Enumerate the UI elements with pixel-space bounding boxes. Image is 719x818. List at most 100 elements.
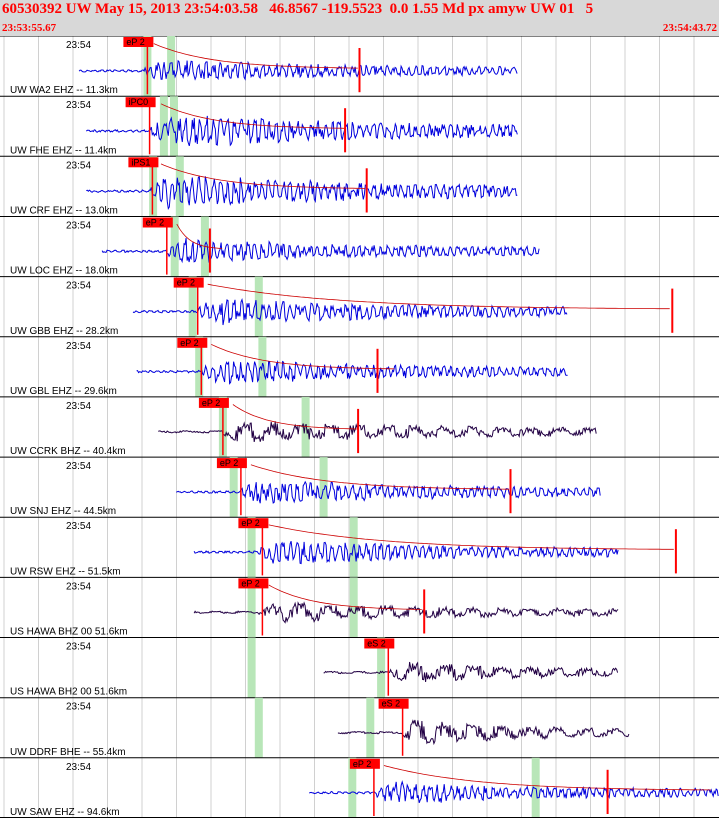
time-label: 23:54 bbox=[66, 581, 91, 592]
channel-label: UW DDRF BHE -- 55.4km bbox=[10, 747, 126, 758]
pick-label: eP 2 bbox=[126, 37, 144, 47]
channel-label: UW GBL EHZ -- 29.6km bbox=[10, 386, 117, 397]
time-label: 23:54 bbox=[66, 100, 91, 111]
time-window bbox=[349, 577, 358, 638]
pick-label: eP 2 bbox=[202, 398, 220, 408]
coda-curve bbox=[160, 163, 365, 189]
seismogram-plot: eP 2 23:54 UW WA2 EHZ -- 11.3km iPC0 23:54 UW… bbox=[0, 36, 719, 818]
time-label: 23:54 bbox=[66, 221, 91, 232]
pick-label: iPS1 bbox=[131, 157, 150, 167]
pick-label-box bbox=[123, 37, 154, 47]
pick-label: eP 2 bbox=[241, 578, 259, 588]
time-window bbox=[170, 96, 178, 157]
pick-label: eP 2 bbox=[241, 518, 259, 528]
pick-label: eS 2 bbox=[382, 699, 401, 709]
event-title: 60530392 UW May 15, 2013 23:54:03.58 46.… bbox=[2, 1, 594, 17]
time-label: 23:54 bbox=[66, 642, 91, 653]
time-label: 23:54 bbox=[66, 702, 91, 713]
waveform bbox=[337, 719, 630, 746]
waveform bbox=[193, 601, 619, 624]
time-window bbox=[195, 336, 204, 397]
channel-label: UW RSW EHZ -- 51.5km bbox=[10, 566, 121, 577]
time-label: 23:54 bbox=[66, 341, 91, 352]
channel-label: UW SNJ EHZ -- 44.5km bbox=[10, 506, 116, 517]
pick-label: eP 2 bbox=[353, 759, 371, 769]
waveform bbox=[86, 175, 518, 211]
event-header: 60530392 UW May 15, 2013 23:54:03.58 46.… bbox=[0, 0, 719, 36]
time-window bbox=[301, 396, 310, 458]
time-window bbox=[188, 276, 197, 337]
time-window bbox=[348, 757, 357, 818]
channel-label: UW LOC EHZ -- 18.0km bbox=[10, 266, 118, 277]
channel-label: US HAWA BHZ 00 51.6km bbox=[10, 627, 128, 638]
pick-label-box bbox=[238, 578, 269, 589]
time-label: 23:54 bbox=[66, 762, 91, 773]
seismogram-svg: eP 2 23:54 UW WA2 EHZ -- 11.3km iPC0 23:54 UW… bbox=[0, 36, 719, 818]
time-window bbox=[170, 216, 179, 277]
waveform bbox=[176, 480, 601, 504]
pick-label: eP 2 bbox=[180, 338, 198, 348]
pick-label-box bbox=[238, 518, 269, 529]
coda-curve bbox=[153, 43, 358, 69]
pick-label: eP 2 bbox=[146, 218, 164, 228]
pick-label: eP 2 bbox=[220, 458, 238, 468]
coda-curve bbox=[232, 404, 359, 430]
pick-label-box bbox=[198, 397, 229, 408]
channel-label: UW SAW EHZ -- 94.6km bbox=[10, 807, 120, 818]
time-label: 23:54 bbox=[66, 521, 91, 532]
pick-label: eP 2 bbox=[177, 278, 195, 288]
time-window bbox=[349, 517, 358, 578]
coda-curve bbox=[250, 464, 509, 490]
time-window bbox=[254, 276, 263, 337]
pick-label: eS 2 bbox=[367, 639, 386, 649]
time-window bbox=[229, 457, 238, 518]
coda-curve bbox=[211, 344, 395, 370]
coda-curve bbox=[176, 223, 222, 249]
channel-label: UW CCRK BHZ -- 40.4km bbox=[10, 446, 126, 457]
time-label: 23:54 bbox=[66, 401, 91, 412]
end-time: 23:54:43.72 bbox=[662, 22, 717, 34]
time-window bbox=[247, 517, 256, 578]
waveform bbox=[193, 541, 619, 565]
pick-label-box bbox=[216, 458, 247, 469]
time-window bbox=[167, 36, 176, 97]
waveform bbox=[85, 115, 518, 147]
pick-label-box bbox=[177, 337, 208, 348]
start-time: 23:53:55.67 bbox=[2, 22, 57, 34]
coda-curve bbox=[207, 283, 670, 310]
coda-curve bbox=[383, 765, 711, 791]
waveform bbox=[136, 360, 568, 385]
pick-label-box bbox=[128, 157, 159, 168]
pick-label-box bbox=[364, 638, 395, 649]
coda-curve bbox=[160, 103, 345, 129]
time-window bbox=[319, 457, 328, 518]
time-label: 23:54 bbox=[66, 160, 91, 171]
time-label: 23:54 bbox=[66, 281, 91, 292]
pick-label-box bbox=[378, 698, 409, 709]
waveform bbox=[78, 59, 518, 81]
waveform bbox=[158, 421, 597, 442]
time-label: 23:54 bbox=[66, 461, 91, 472]
channel-label: UW WA2 EHZ -- 11.3km bbox=[10, 85, 118, 96]
waveform bbox=[323, 661, 619, 683]
channel-label: UW GBB EHZ -- 28.2km bbox=[10, 326, 118, 337]
time-window bbox=[247, 577, 256, 638]
coda-curve bbox=[268, 584, 422, 610]
channel-label: US HAWA BH2 00 51.6km bbox=[10, 687, 127, 698]
waveform bbox=[132, 298, 568, 326]
time-window bbox=[377, 637, 386, 698]
waveform bbox=[101, 237, 540, 264]
time-window bbox=[366, 697, 375, 758]
pick-label-box bbox=[125, 97, 156, 108]
pick-label-box bbox=[173, 277, 204, 288]
time-window bbox=[254, 697, 263, 758]
coda-curve bbox=[268, 524, 674, 550]
pick-label-box bbox=[142, 217, 173, 228]
channel-label: UW FHE EHZ -- 11.4km bbox=[10, 145, 116, 156]
waveform bbox=[308, 780, 719, 803]
pick-label: iPC0 bbox=[129, 97, 149, 107]
time-window bbox=[247, 637, 256, 698]
time-label: 23:54 bbox=[66, 40, 91, 51]
pick-label-box bbox=[349, 758, 380, 769]
channel-label: UW CRF EHZ -- 13.0km bbox=[10, 206, 118, 217]
